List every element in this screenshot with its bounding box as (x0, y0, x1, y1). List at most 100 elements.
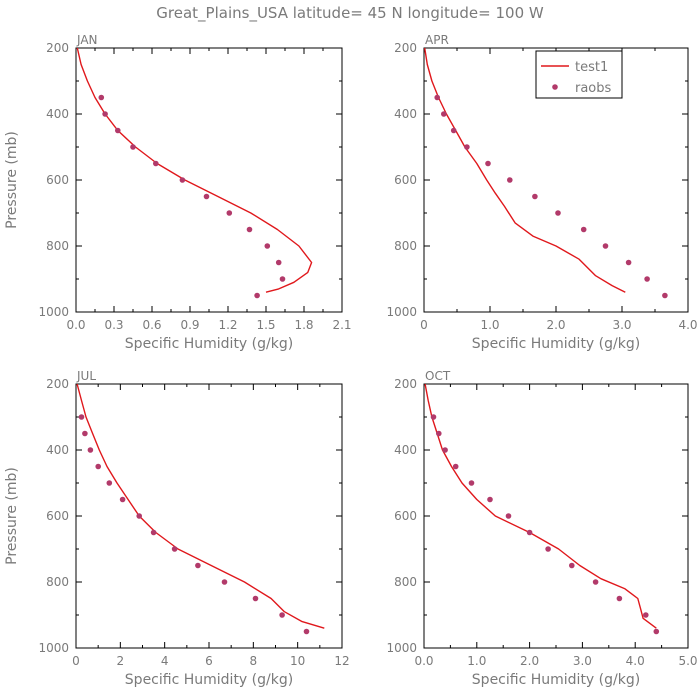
data-point-raobs (555, 210, 561, 216)
panel-jan: JAN 0.0 0.3 0.6 0.9 1.2 1.5 1.8 2.1 200 400 600 800 1… (4, 33, 352, 352)
x-axis-label: Specific Humidity (g/kg) (125, 336, 293, 352)
data-point-raobs (303, 628, 310, 635)
data-point-raobs (442, 447, 448, 453)
x-tick-label: 2 (117, 654, 125, 668)
y-tick-label: 200 (46, 41, 69, 55)
data-point-raobs (115, 127, 121, 134)
y-axis-label: Pressure (mb) (4, 467, 20, 565)
y-tick-label: 400 (394, 107, 417, 121)
y-tick-label: 400 (46, 107, 69, 121)
data-point-raobs (130, 144, 136, 150)
figure-title: Great_Plains_USA latitude= 45 N longitud… (156, 4, 544, 23)
x-axis-label: Specific Humidity (g/kg) (125, 672, 293, 688)
legend: test1 raobs (535, 50, 623, 99)
data-point-raobs (643, 612, 649, 618)
y-tick-label: 200 (46, 377, 69, 391)
x-tick-label: 12 (334, 654, 349, 668)
data-point-raobs (545, 546, 551, 552)
y-tick-label: 800 (46, 575, 69, 589)
data-point-raobs (580, 226, 587, 233)
y-tick-label: 200 (394, 377, 417, 391)
x-tick-label: 2.0 (546, 318, 565, 332)
data-point-raobs (95, 463, 101, 470)
x-tick-label: 1.5 (256, 318, 275, 332)
x-tick-label: 4.0 (678, 318, 697, 332)
series-line-test1 (76, 384, 325, 629)
x-tick-label: 0 (72, 654, 80, 668)
data-point-raobs (264, 243, 271, 249)
y-tick-label: 1000 (386, 641, 417, 655)
x-tick-label: 3.0 (612, 318, 631, 332)
y-tick-label: 600 (46, 173, 69, 187)
data-point-raobs (279, 276, 286, 282)
y-tick-label: 600 (46, 509, 69, 523)
x-tick-label: 1.2 (218, 318, 237, 332)
y-axis-label: Pressure (mb) (4, 131, 20, 229)
data-point-raobs (468, 480, 475, 486)
data-point-raobs (430, 414, 437, 420)
legend-label-raobs: raobs (575, 81, 612, 96)
x-tick-label: 2.1 (332, 318, 351, 332)
x-tick-label: 0 (420, 318, 428, 332)
y-tick-label: 1000 (386, 305, 417, 319)
data-point-raobs (252, 595, 259, 602)
data-point-raobs (616, 595, 623, 602)
data-point-raobs (279, 612, 285, 618)
series-group (76, 384, 325, 635)
data-point-raobs (254, 292, 260, 299)
y-tick-label: 1000 (38, 305, 69, 319)
data-point-raobs (171, 546, 178, 552)
y-tick-label: 600 (394, 173, 417, 187)
data-point-raobs (106, 480, 113, 486)
data-point-raobs (119, 496, 126, 503)
data-point-raobs (487, 496, 493, 503)
y-tick-label: 800 (394, 239, 417, 253)
data-point-raobs (195, 562, 201, 569)
y-tick-label: 600 (394, 509, 417, 523)
data-point-raobs (592, 579, 599, 585)
data-point-raobs (203, 193, 210, 200)
y-tick-label: 1000 (38, 641, 69, 655)
y-tick-label: 200 (394, 41, 417, 55)
x-tick-label: 0.3 (104, 318, 123, 332)
data-point-raobs (150, 529, 157, 536)
series-line-test1 (76, 48, 313, 293)
data-point-raobs (226, 210, 233, 216)
y-tick-label: 400 (46, 443, 69, 457)
series-group (424, 48, 668, 299)
x-tick-label: 1.8 (294, 318, 313, 332)
data-point-raobs (275, 259, 282, 266)
data-point-raobs (602, 243, 609, 249)
data-point-raobs (78, 414, 85, 420)
legend-label-test1: test1 (575, 60, 608, 75)
data-point-raobs (179, 177, 186, 183)
x-tick-label: 10 (290, 654, 305, 668)
data-point-raobs (98, 94, 105, 101)
data-point-raobs (436, 430, 442, 437)
x-tick-label: 1.0 (467, 654, 486, 668)
data-point-raobs (452, 463, 459, 470)
data-point-raobs (569, 562, 575, 569)
data-point-raobs (102, 111, 108, 117)
legend-dot-swatch (552, 84, 558, 90)
x-tick-label: 4.0 (626, 654, 645, 668)
y-tick-label: 800 (394, 575, 417, 589)
panel-jul: JUL 0 2 4 6 8 10 12 200 400 600 800 1000 Specific Hum… (4, 369, 350, 688)
panel-label: JUL (76, 369, 96, 383)
legend-box (535, 50, 623, 99)
x-tick-label: 2.0 (520, 654, 539, 668)
data-point-raobs (434, 94, 441, 101)
series-group (424, 384, 660, 635)
panel-label: APR (425, 33, 449, 47)
x-axis-label: Specific Humidity (g/kg) (472, 336, 640, 352)
data-point-raobs (507, 177, 513, 183)
panel-oct: OCT 0.0 1.0 2.0 3.0 4.0 5.0 200 400 600 800 1000 Spe… (386, 369, 697, 688)
panel-label: OCT (425, 369, 451, 383)
x-tick-label: 3.0 (573, 654, 592, 668)
x-tick-label: 4 (161, 654, 169, 668)
data-point-raobs (485, 160, 491, 167)
data-point-raobs (532, 193, 538, 200)
data-point-raobs (526, 529, 533, 536)
data-point-raobs (246, 226, 253, 233)
